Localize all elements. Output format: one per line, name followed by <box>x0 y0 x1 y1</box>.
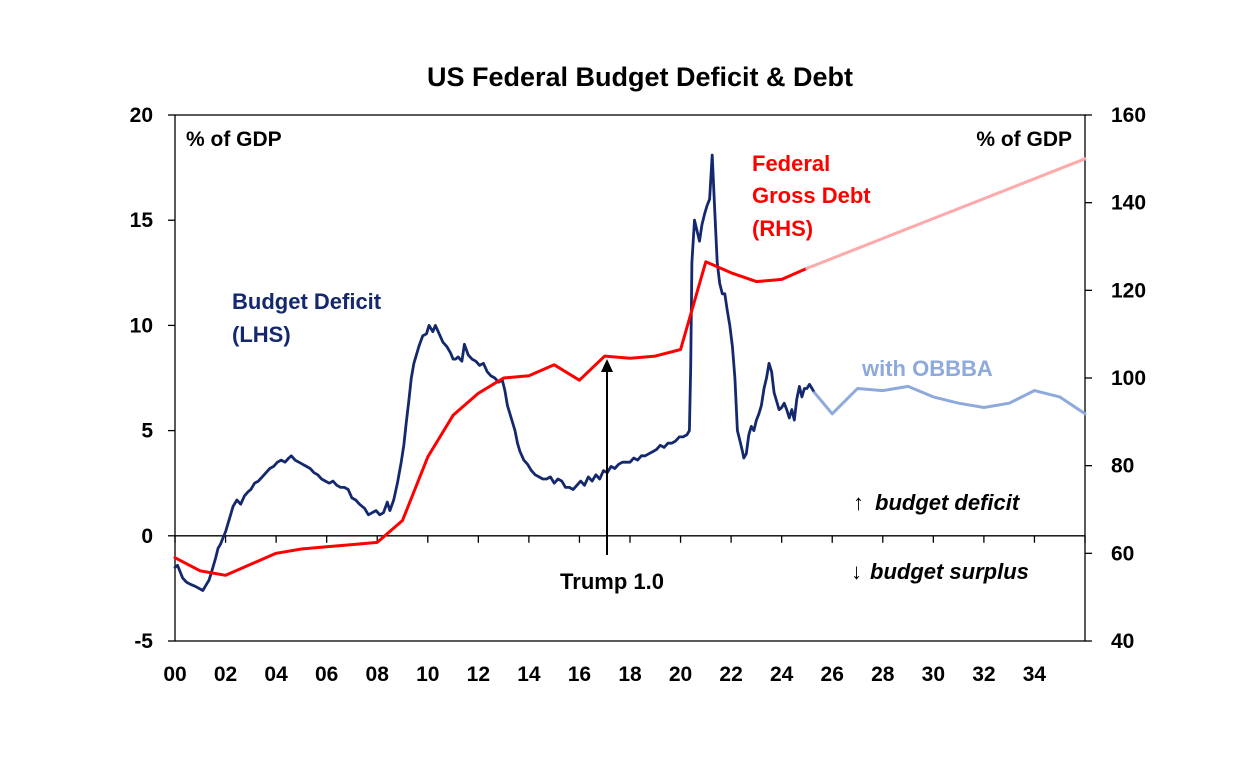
trump-label: Trump 1.0 <box>560 569 664 594</box>
left-tick-label: 15 <box>130 209 154 232</box>
x-tick-label: 28 <box>871 663 895 686</box>
right-axis: 40 60 80 100 120 140 160 <box>1085 104 1146 653</box>
chart-title: US Federal Budget Deficit & Debt <box>427 62 853 92</box>
x-tick-label: 18 <box>618 663 642 686</box>
down-arrow-icon: ↓ <box>851 559 862 584</box>
budget-deficit-lhs-label: (LHS) <box>232 322 291 347</box>
debt-label-line2: Gross Debt <box>752 183 871 208</box>
x-tick-label: 10 <box>416 663 439 686</box>
debt-label-rhs: (RHS) <box>752 216 813 241</box>
x-tick-label: 34 <box>1023 663 1047 686</box>
x-tick-label: 16 <box>568 663 591 686</box>
obbba-projection-line <box>813 384 1087 416</box>
x-tick-label: 08 <box>366 663 390 686</box>
x-tick-label: 24 <box>770 663 794 686</box>
right-tick-label: 140 <box>1111 192 1146 215</box>
left-axis-unit: % of GDP <box>186 128 282 151</box>
budget-deficit-line <box>173 153 816 592</box>
x-tick-label: 30 <box>922 663 945 686</box>
left-tick-label: 10 <box>130 314 153 337</box>
x-tick-label: 20 <box>669 663 692 686</box>
left-tick-label: 5 <box>141 420 153 443</box>
x-axis: 00 02 04 06 08 10 12 14 16 18 20 22 24 26 28 30 32 34 <box>163 535 1086 686</box>
left-tick-label: -5 <box>134 630 153 653</box>
series-layer <box>173 153 1087 592</box>
right-tick-label: 160 <box>1111 104 1146 127</box>
debt-label-line1: Federal <box>752 151 830 176</box>
trump-arrow-head <box>601 359 613 372</box>
right-tick-label: 100 <box>1111 367 1146 390</box>
left-tick-label: 0 <box>141 525 153 548</box>
right-tick-label: 120 <box>1111 279 1146 302</box>
right-axis-unit: % of GDP <box>976 128 1072 151</box>
obbba-label: with OBBBA <box>861 356 993 381</box>
federal-debt-line <box>173 260 809 577</box>
right-tick-label: 60 <box>1111 542 1134 565</box>
up-arrow-icon: ↑ <box>853 490 864 515</box>
left-axis: -5 0 5 10 15 20 <box>130 104 175 653</box>
x-tick-label: 26 <box>821 663 844 686</box>
x-tick-label: 06 <box>315 663 338 686</box>
right-tick-label: 80 <box>1111 455 1134 478</box>
budget-deficit-note: budget deficit <box>875 490 1021 515</box>
x-tick-label: 12 <box>467 663 490 686</box>
debt-projection-line <box>805 157 1087 270</box>
x-tick-label: 14 <box>517 663 541 686</box>
x-tick-label: 22 <box>719 663 742 686</box>
left-tick-label: 20 <box>130 104 153 127</box>
budget-surplus-note: budget surplus <box>870 559 1029 584</box>
x-tick-label: 32 <box>972 663 995 686</box>
x-tick-label: 02 <box>214 663 237 686</box>
x-tick-label: 04 <box>264 663 288 686</box>
budget-deficit-label: Budget Deficit <box>232 289 382 314</box>
right-tick-label: 40 <box>1111 630 1134 653</box>
x-tick-label: 00 <box>163 663 186 686</box>
